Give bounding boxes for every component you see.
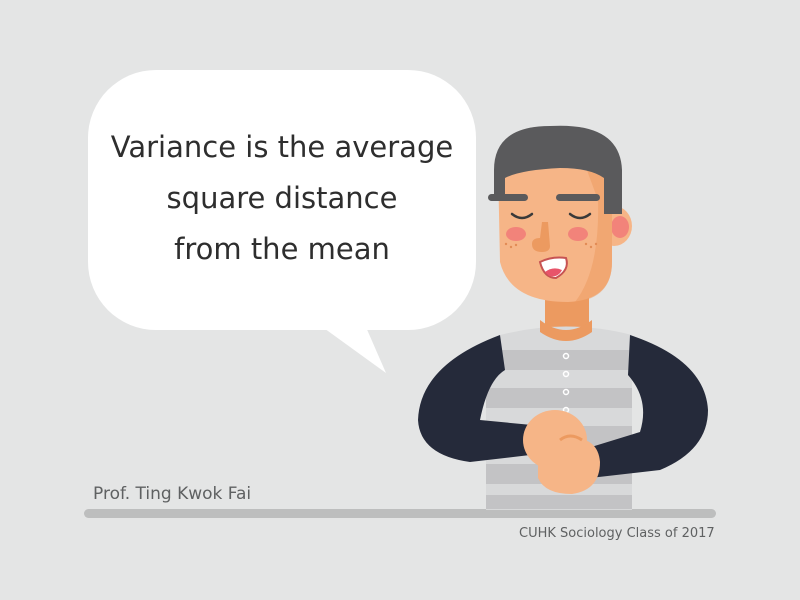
- right-hand: [538, 438, 600, 494]
- speech-line: from the mean: [174, 232, 390, 266]
- speaker-name: Prof. Ting Kwok Fai: [93, 484, 252, 504]
- professor-character: [418, 125, 708, 510]
- speech-line: Variance is the average: [110, 130, 454, 164]
- ground-line: [84, 509, 716, 518]
- speech-line: square distance: [166, 181, 398, 215]
- nose: [532, 222, 550, 252]
- left-eyebrow: [488, 194, 528, 201]
- speech-text: Variance is the average square distance …: [92, 122, 472, 275]
- speech-bubble: [88, 70, 476, 373]
- shirt-buttons: [562, 352, 570, 414]
- left-arm: [418, 335, 532, 462]
- left-cheek: [506, 227, 526, 241]
- right-eye: [568, 212, 592, 220]
- hair: [494, 125, 622, 214]
- right-arm: [575, 335, 708, 478]
- credit-text: CUHK Sociology Class of 2017: [519, 526, 715, 541]
- right-eyebrow: [556, 194, 600, 201]
- left-eye: [510, 212, 534, 220]
- right-cheek: [568, 227, 588, 241]
